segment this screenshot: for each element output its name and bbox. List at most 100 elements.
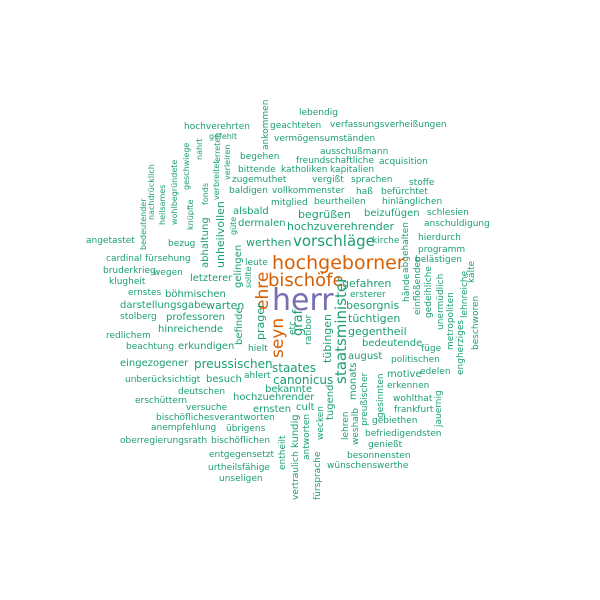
word-hochzuehrender: hochzuehrender bbox=[233, 392, 315, 403]
word-erreten: erreten bbox=[213, 132, 222, 162]
word-fuege: füge bbox=[421, 344, 442, 354]
word-unberuecksichtigt: unberücksichtigt bbox=[125, 375, 201, 385]
word-unermuedlich: unermüdlich bbox=[436, 273, 446, 330]
word-alsbald: alsbald bbox=[233, 206, 269, 217]
word-urtheilsfaehige: urtheilsfähige bbox=[208, 463, 271, 473]
word-einfloessenden: einflößenden bbox=[413, 256, 423, 315]
word-unheilvollen: unheilvollen bbox=[214, 201, 227, 268]
word-hinreichende: hinreichende bbox=[158, 324, 224, 335]
word-nahrt: nahrt bbox=[195, 138, 204, 160]
word-herr: herr bbox=[272, 283, 334, 318]
word-erschuettern: erschüttern bbox=[135, 396, 188, 406]
word-hochverehrten: hochverehrten bbox=[184, 122, 250, 132]
word-ratibor: ratibor bbox=[304, 314, 314, 345]
word-hielt: hielt bbox=[248, 344, 268, 354]
word-redlichem: redlichem bbox=[106, 331, 151, 341]
word-uebrigens: übrigens bbox=[226, 424, 266, 434]
word-entheilt: entheilt bbox=[278, 435, 288, 470]
word-vertraulich: vertraulich bbox=[291, 451, 301, 500]
word-tuebingen: tübingen bbox=[321, 313, 334, 363]
word-lehren: lehren bbox=[341, 411, 351, 441]
word-darstellungsgabe: darstellungsgabe bbox=[120, 300, 207, 311]
word-gesinnten: gesinnten bbox=[376, 373, 386, 418]
word-hochgeborner: hochgeborner bbox=[272, 252, 405, 274]
word-august: august bbox=[348, 351, 383, 362]
word-vollkommenster: vollkommenster bbox=[272, 186, 345, 196]
word-erkundigen: erkundigen bbox=[178, 341, 235, 352]
word-bruderkrieg: bruderkrieg bbox=[103, 266, 156, 276]
word-fuersehung: fürsehung bbox=[145, 254, 191, 264]
word-befriedigendsten: befriedigendsten bbox=[365, 429, 442, 439]
word-etc: etc bbox=[288, 320, 298, 335]
word-bittende: bittende bbox=[238, 165, 276, 175]
word-ernstes: ernstes bbox=[128, 288, 162, 298]
word-nachdruecklich: nachdrücklich bbox=[147, 164, 156, 220]
word-prager: prager bbox=[254, 303, 267, 340]
word-lebendig: lebendig bbox=[299, 108, 338, 118]
word-stolberg: stolberg bbox=[120, 312, 157, 322]
word-erkennen: erkennen bbox=[387, 381, 430, 391]
word-preussischen: preussischen bbox=[194, 357, 273, 371]
word-haende: hände bbox=[402, 273, 412, 302]
word-ersterer: ersterer bbox=[350, 290, 386, 300]
word-seyn: seyn bbox=[268, 317, 288, 358]
word-beschworen: beschworen bbox=[471, 295, 481, 350]
word-anschuldigung: anschuldigung bbox=[424, 219, 490, 229]
word-verleiren: verleiren bbox=[223, 144, 232, 180]
word-kaelte: kälte bbox=[467, 260, 477, 283]
word-gedeihliche: gedeihliche bbox=[424, 266, 434, 318]
word-geschwiege: geschwiege bbox=[182, 142, 191, 190]
word-sprachen: sprachen bbox=[351, 175, 393, 185]
word-belaestigen: belästigen bbox=[415, 255, 462, 265]
word-beizufuegen: beizufügen bbox=[364, 208, 420, 219]
word-angetastet: angetastet bbox=[86, 236, 135, 246]
word-entgegensetzt: entgegensetzt bbox=[209, 450, 274, 460]
word-staates: staates bbox=[272, 361, 317, 375]
word-preussischer: preußischer bbox=[360, 372, 370, 426]
word-oberregierungsrath: oberregierungsrath bbox=[120, 436, 208, 446]
word-vermoegensumstaenden: vermögensumständen bbox=[274, 134, 376, 144]
word-wohlthat: wohlthat bbox=[393, 394, 433, 404]
word-hochzuverehrender: hochzuverehrender bbox=[287, 220, 395, 233]
word-schlesien: schlesien bbox=[427, 208, 469, 218]
word-edelen: edelen bbox=[420, 367, 451, 377]
word-versuche: versuche bbox=[186, 403, 228, 413]
word-fonds: fonds bbox=[201, 182, 210, 205]
word-canonicus: canonicus bbox=[273, 373, 334, 387]
word-heilsames: heilsames bbox=[158, 184, 167, 225]
word-katholiken: katholiken bbox=[281, 165, 328, 175]
word-bekannte: bekannte bbox=[265, 384, 312, 395]
word-gefahren: gefahren bbox=[342, 277, 392, 290]
word-acquisition: acquisition bbox=[379, 157, 428, 167]
word-frankfurt: frankfurt bbox=[394, 405, 434, 415]
word-bezug: bezug bbox=[168, 239, 196, 249]
word-dermalen: dermalen bbox=[238, 218, 286, 229]
word-baldigen: baldigen bbox=[229, 186, 268, 196]
word-unseligen: unseligen bbox=[219, 474, 263, 484]
word-gelingen: gelingen bbox=[233, 244, 244, 288]
word-deutschen: deutschen bbox=[178, 387, 226, 397]
word-verbreitet: verbreitet bbox=[212, 160, 221, 200]
word-monats: monats bbox=[348, 362, 359, 400]
word-gegentheil: gegentheil bbox=[348, 325, 407, 338]
word-besonnensten: besonnensten bbox=[347, 451, 411, 461]
word-motive: motive bbox=[387, 369, 422, 380]
word-ausschussmann: ausschußmann bbox=[320, 147, 389, 157]
word-eingezogener: eingezogener bbox=[120, 358, 189, 369]
word-wuenschenswerthe: wünschenswerthe bbox=[327, 461, 409, 471]
word-sollte: sollte bbox=[244, 266, 253, 288]
word-fuersprache: fürsprache bbox=[313, 451, 323, 500]
word-programm: programm bbox=[418, 245, 466, 255]
word-befuerchtet: befürchtet bbox=[381, 187, 428, 197]
word-professoren: professoren bbox=[166, 312, 225, 323]
word-anempfehlung: anempfehlung bbox=[151, 423, 217, 433]
word-engherziges: engherziges bbox=[456, 319, 466, 375]
word-geniesst: genießt bbox=[368, 440, 403, 450]
word-stoffe: stoffe bbox=[409, 178, 435, 188]
word-jauernig: jauernig bbox=[434, 390, 444, 427]
word-ahlert: ahlert bbox=[244, 371, 271, 381]
word-bischoefe: bischöfe bbox=[268, 270, 344, 291]
word-zugemuthet: zugemuthet bbox=[232, 175, 287, 185]
word-hierdurch: hierdurch bbox=[418, 233, 461, 243]
